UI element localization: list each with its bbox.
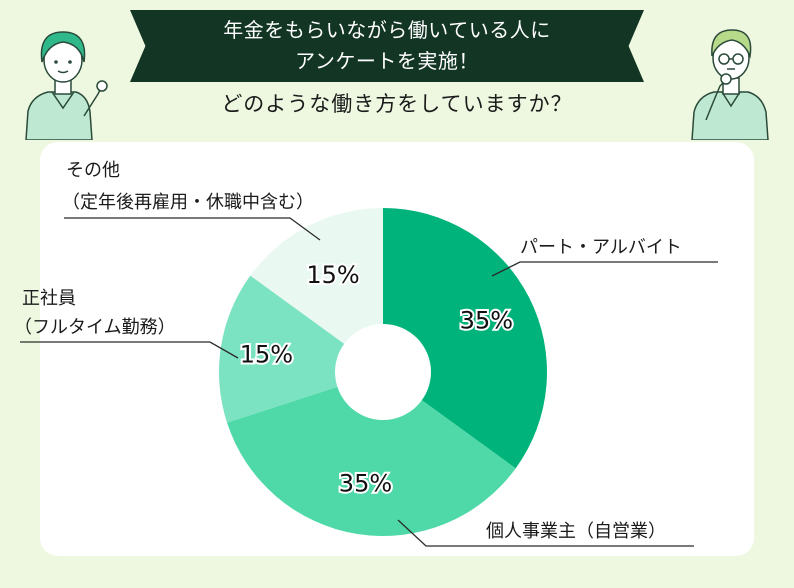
pct-label-other: 15% <box>306 261 359 289</box>
category-label-self-employed: 個人事業主（自営業） <box>486 521 666 542</box>
title-banner: 年金をもらいながら働いている人に アンケートを実施！ <box>130 10 644 82</box>
slice-full-time <box>218 275 383 423</box>
leader-line-self-employed <box>397 519 694 547</box>
pct-label-part-time: 35% <box>460 306 513 334</box>
subtitle: どのような働き方をしていますか？ <box>221 92 573 116</box>
category-label-other: その他 <box>66 160 120 181</box>
slice-part-time <box>383 208 547 469</box>
category-label-part-time: パート・アルバイト <box>520 237 682 258</box>
category-label-full-time-detail: （フルタイム勤務） <box>14 317 176 338</box>
donut-hole <box>335 324 431 420</box>
category-label-full-time: 正社員 <box>22 288 76 309</box>
pct-label-full-time: 15% <box>240 341 293 369</box>
pct-label-self-employed: 35% <box>339 470 392 498</box>
woman-illustration <box>25 31 108 140</box>
title-line-1: 年金をもらいながら働いている人に <box>223 18 551 42</box>
slice-other <box>250 208 383 372</box>
title-line-2: アンケートを実施！ <box>295 49 479 73</box>
leader-line-full-time <box>20 341 239 359</box>
slice-self-employed <box>227 372 516 536</box>
man-illustration <box>691 29 769 140</box>
leader-line-other <box>64 217 321 241</box>
leader-line-part-time <box>491 261 718 277</box>
category-label-other-detail: （定年後再雇用・休職中含む） <box>62 192 314 213</box>
